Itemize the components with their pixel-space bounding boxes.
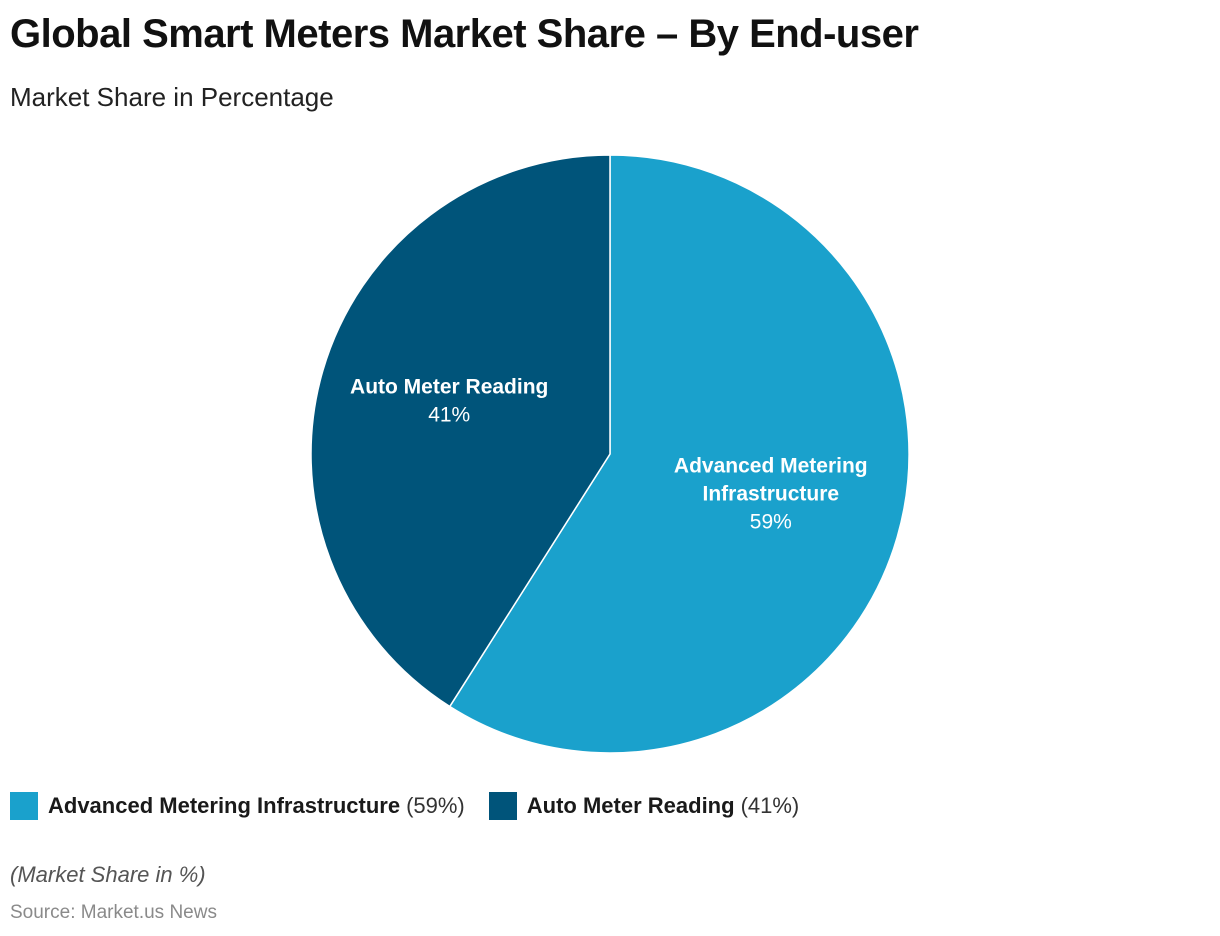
legend-swatch-auto-meter-reading bbox=[488, 792, 517, 820]
pie-chart: Advanced Metering Infrastructure 59% Auto M… bbox=[310, 154, 910, 754]
slice-label-auto-meter-reading: Auto Meter Reading 41% bbox=[350, 375, 548, 426]
slice-label-value: 41% bbox=[428, 403, 470, 426]
slice-label-value: 59% bbox=[750, 511, 792, 534]
legend-value: (59%) bbox=[406, 793, 465, 818]
chart-title: Global Smart Meters Market Share – By En… bbox=[10, 12, 919, 56]
legend-swatch-advanced-metering-infrastructure bbox=[10, 792, 38, 820]
legend-item-advanced-metering-infrastructure[interactable]: Advanced Metering Infrastructure (59%) bbox=[10, 792, 465, 820]
chart-subtitle: Market Share in Percentage bbox=[10, 82, 334, 112]
legend-label: Advanced Metering Infrastructure bbox=[48, 793, 401, 818]
chart-note: (Market Share in %) bbox=[10, 862, 206, 887]
legend-item-auto-meter-reading[interactable]: Auto Meter Reading (41%) bbox=[488, 792, 800, 820]
slice-label-name: Advanced Metering bbox=[674, 455, 868, 478]
legend-label: Auto Meter Reading bbox=[526, 793, 735, 818]
slice-label-name: Infrastructure bbox=[703, 483, 840, 506]
chart-source: Source: Market.us News bbox=[10, 902, 217, 923]
slice-label-advanced-metering-infrastructure: Advanced Metering Infrastructure 59% bbox=[674, 455, 868, 534]
slice-label-name: Auto Meter Reading bbox=[350, 375, 548, 398]
legend-value: (41%) bbox=[740, 793, 800, 818]
pie-slice-auto-meter-reading[interactable] bbox=[310, 154, 611, 708]
chart-legend: Advanced Metering Infrastructure (59%) A… bbox=[10, 792, 823, 820]
pie-slice-advanced-metering-infrastructure[interactable] bbox=[448, 154, 910, 754]
